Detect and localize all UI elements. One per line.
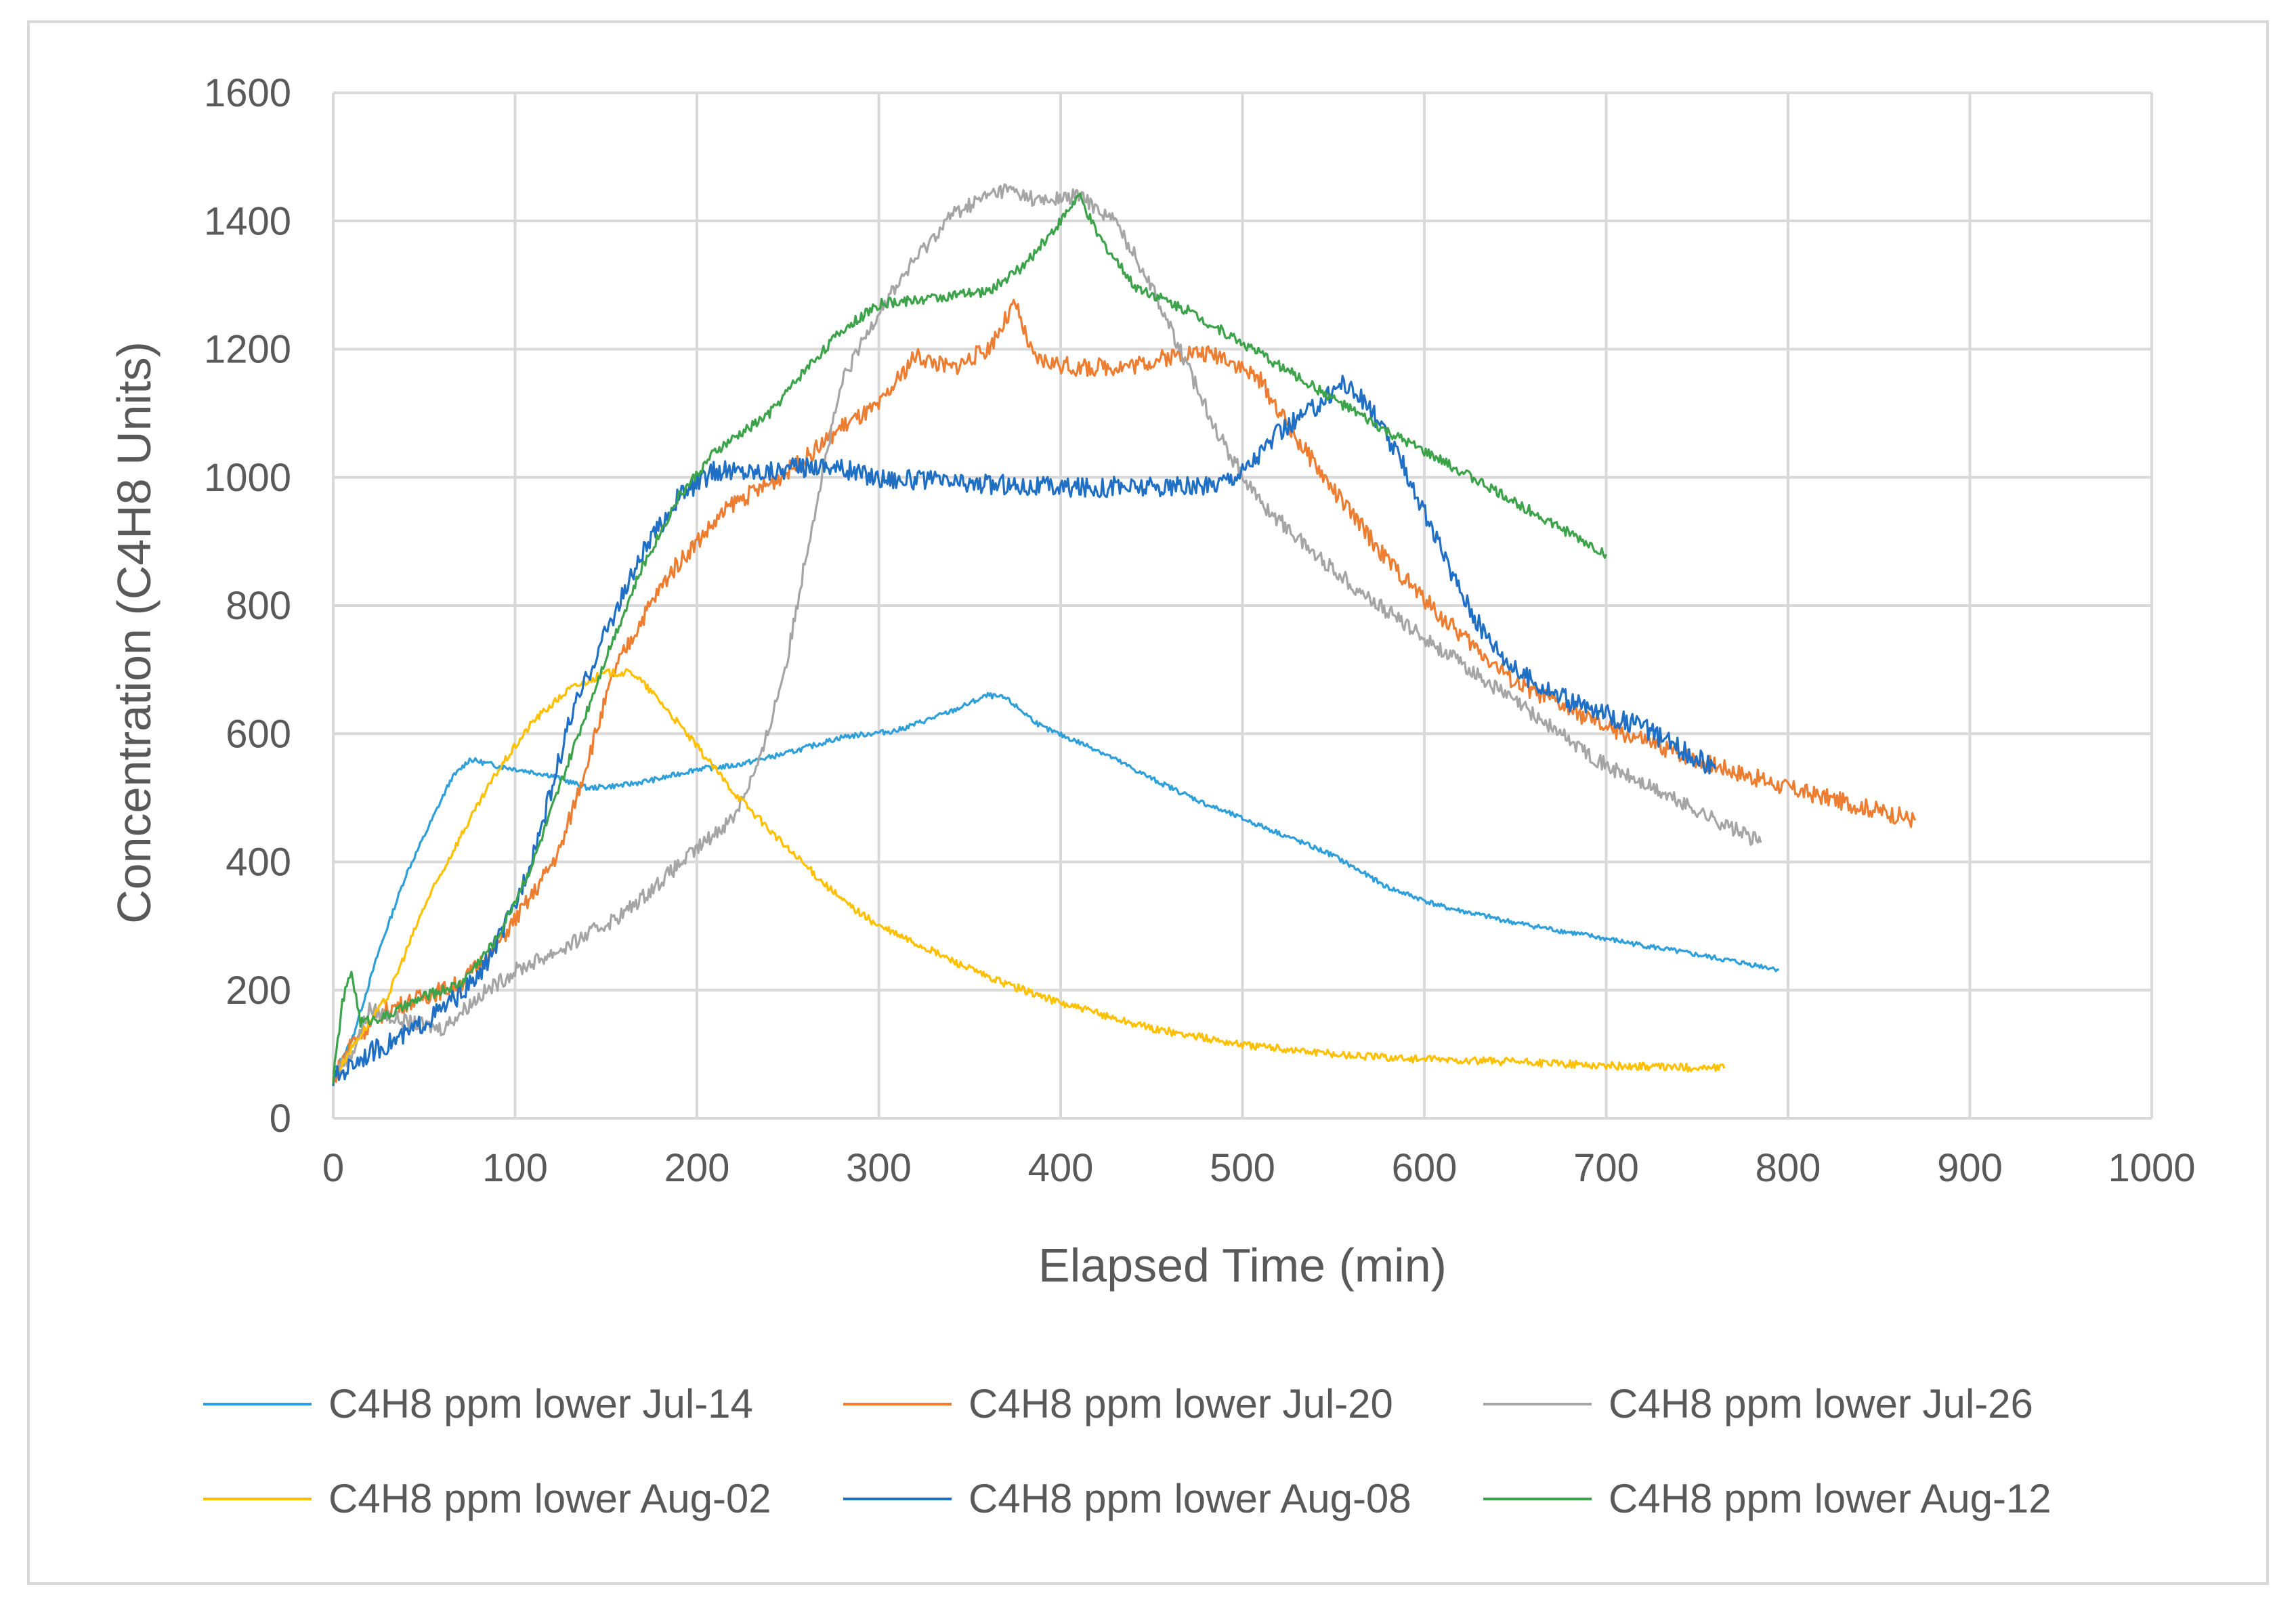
x-axis-title: Elapsed Time (min) (1038, 1239, 1447, 1292)
x-tick-label: 900 (1937, 1146, 2003, 1190)
x-tick-label: 0 (322, 1146, 344, 1190)
x-tick-label: 500 (1210, 1146, 1275, 1190)
y-tick-labels: 0 200 400 600 800 1000 1200 1400 1600 (204, 71, 291, 1141)
legend-label: C4H8 ppm lower Aug-08 (969, 1476, 1411, 1521)
legend-label: C4H8 ppm lower Jul-14 (328, 1381, 753, 1426)
y-tick-label: 1000 (204, 456, 291, 500)
legend-label: C4H8 ppm lower Aug-12 (1609, 1476, 2051, 1521)
x-tick-label: 200 (664, 1146, 730, 1190)
x-tick-label: 1000 (2108, 1146, 2195, 1190)
y-tick-label: 1600 (204, 71, 291, 115)
x-tick-label: 400 (1028, 1146, 1094, 1190)
x-tick-labels: 0 100 200 300 400 500 600 700 800 900 1000 (322, 1146, 2196, 1190)
series-line-2 (332, 299, 1917, 1083)
legend-label: C4H8 ppm lower Jul-20 (969, 1381, 1393, 1426)
x-tick-label: 300 (846, 1146, 912, 1190)
y-tick-label: 1200 (204, 328, 291, 372)
y-tick-label: 400 (226, 841, 291, 885)
y-tick-label: 200 (226, 969, 291, 1013)
y-tick-label: 800 (226, 584, 291, 628)
y-tick-label: 0 (270, 1097, 291, 1141)
x-tick-label: 600 (1392, 1146, 1458, 1190)
grid (332, 91, 2153, 1120)
series-layer (332, 183, 1917, 1086)
x-tick-label: 100 (482, 1146, 548, 1190)
legend-label: C4H8 ppm lower Jul-26 (1609, 1381, 2033, 1426)
series-line-6 (332, 192, 1607, 1084)
series-line-1 (332, 692, 1779, 1074)
y-axis-title: Concentration (C4H8 Units) (108, 341, 161, 924)
legend: C4H8 ppm lower Jul-14 C4H8 ppm lower Jul-… (203, 1381, 2051, 1521)
series-line-4 (332, 668, 1726, 1082)
x-tick-label: 700 (1573, 1146, 1639, 1190)
series-line-3 (332, 183, 1762, 1076)
series-line-5 (332, 375, 1717, 1086)
legend-label: C4H8 ppm lower Aug-02 (328, 1476, 771, 1521)
y-tick-label: 600 (226, 712, 291, 756)
x-tick-label: 800 (1756, 1146, 1821, 1190)
y-tick-label: 1400 (204, 199, 291, 243)
